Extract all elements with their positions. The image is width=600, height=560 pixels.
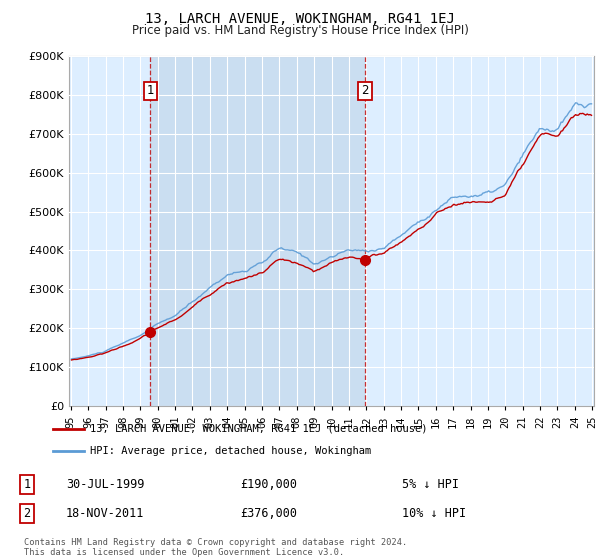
- Text: 13, LARCH AVENUE, WOKINGHAM, RG41 1EJ (detached house): 13, LARCH AVENUE, WOKINGHAM, RG41 1EJ (d…: [89, 424, 427, 434]
- Text: Price paid vs. HM Land Registry's House Price Index (HPI): Price paid vs. HM Land Registry's House …: [131, 24, 469, 36]
- Text: 2: 2: [361, 85, 368, 97]
- Text: 1: 1: [23, 478, 31, 491]
- Text: 5% ↓ HPI: 5% ↓ HPI: [402, 478, 459, 491]
- Text: 10% ↓ HPI: 10% ↓ HPI: [402, 507, 466, 520]
- Text: HPI: Average price, detached house, Wokingham: HPI: Average price, detached house, Woki…: [89, 446, 371, 455]
- Text: £190,000: £190,000: [240, 478, 297, 491]
- Text: 13, LARCH AVENUE, WOKINGHAM, RG41 1EJ: 13, LARCH AVENUE, WOKINGHAM, RG41 1EJ: [145, 12, 455, 26]
- Bar: [151, 56, 365, 406]
- Text: 18-NOV-2011: 18-NOV-2011: [66, 507, 145, 520]
- Text: £376,000: £376,000: [240, 507, 297, 520]
- Text: 1: 1: [146, 85, 154, 97]
- Text: 2: 2: [23, 507, 31, 520]
- Text: Contains HM Land Registry data © Crown copyright and database right 2024.
This d: Contains HM Land Registry data © Crown c…: [24, 538, 407, 557]
- Text: 30-JUL-1999: 30-JUL-1999: [66, 478, 145, 491]
